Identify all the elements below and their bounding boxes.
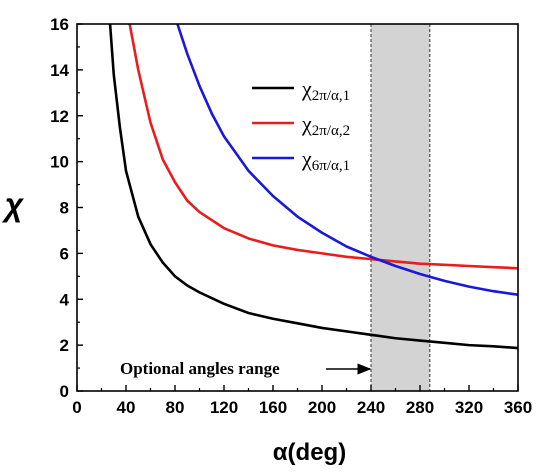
x-tick-label: 280 — [406, 398, 434, 417]
annotation-text: Optional angles range — [120, 359, 280, 378]
x-tick-label: 80 — [166, 398, 185, 417]
legend-label-2: χ2π/α,2 — [301, 111, 350, 139]
y-tick-label: 16 — [50, 15, 69, 34]
series-line-2 — [128, 24, 518, 270]
y-tick-label: 10 — [50, 153, 69, 172]
y-tick-label: 14 — [50, 61, 69, 80]
y-axis-title: χ — [2, 187, 25, 223]
legend-label-1: χ2π/α,1 — [301, 76, 350, 104]
y-tick-label: 2 — [60, 336, 69, 355]
legend-label-3: χ6π/α,1 — [301, 146, 350, 174]
series-line-1 — [108, 24, 518, 350]
y-tick-label: 12 — [50, 107, 69, 126]
x-tick-label: 360 — [504, 398, 532, 417]
y-tick-label: 4 — [60, 290, 70, 309]
x-tick-label: 120 — [210, 398, 238, 417]
series-line-3 — [176, 24, 518, 296]
x-tick-label: 0 — [72, 398, 81, 417]
x-axis-title: α(deg) — [273, 439, 346, 466]
x-tick-label: 200 — [308, 398, 336, 417]
x-tick-label: 320 — [455, 398, 483, 417]
shaded-range-band — [371, 24, 430, 391]
y-tick-label: 0 — [60, 382, 69, 401]
plot-frame — [76, 23, 519, 392]
y-tick-label: 6 — [60, 244, 69, 263]
y-tick-label: 8 — [60, 199, 69, 218]
x-tick-label: 160 — [259, 398, 287, 417]
x-tick-label: 40 — [117, 398, 136, 417]
x-tick-label: 240 — [357, 398, 385, 417]
